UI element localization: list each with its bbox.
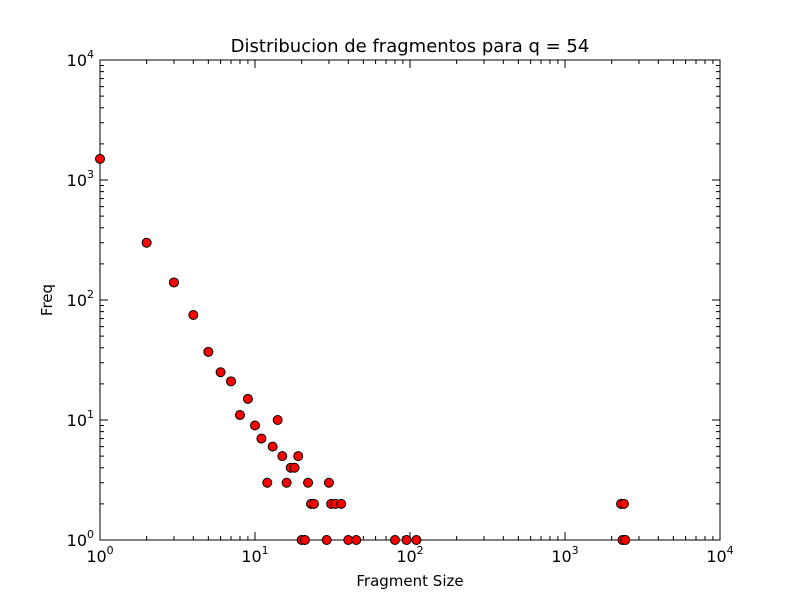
data-point bbox=[411, 535, 422, 545]
data-point bbox=[188, 309, 199, 320]
x-tick-label: 100 bbox=[86, 544, 113, 566]
data-point bbox=[168, 277, 179, 288]
x-tick-label: 102 bbox=[396, 544, 423, 566]
y-tick-label: 102 bbox=[67, 288, 94, 310]
plot-area bbox=[99, 59, 721, 541]
data-point bbox=[141, 237, 152, 248]
data-point bbox=[323, 477, 334, 488]
data-point bbox=[336, 498, 347, 509]
x-tick-label: 103 bbox=[551, 544, 578, 566]
x-tick-label: 104 bbox=[706, 544, 733, 566]
data-point bbox=[303, 477, 314, 488]
y-tick-label: 101 bbox=[67, 408, 94, 430]
data-point bbox=[293, 451, 304, 462]
data-point bbox=[225, 376, 236, 387]
data-point bbox=[620, 535, 631, 545]
y-axis-label: Freq bbox=[38, 284, 56, 316]
x-tick-label: 101 bbox=[241, 544, 268, 566]
data-point bbox=[250, 420, 260, 431]
y-tick-label: 103 bbox=[67, 168, 94, 190]
data-point bbox=[242, 393, 253, 404]
data-point bbox=[401, 535, 412, 545]
data-point bbox=[203, 346, 214, 357]
data-point bbox=[234, 410, 245, 421]
data-point bbox=[272, 415, 283, 425]
chart-title: Distribucion de fragmentos para q = 54 bbox=[231, 36, 590, 57]
data-point bbox=[308, 498, 319, 509]
data-point bbox=[267, 441, 278, 452]
y-tick-label: 100 bbox=[67, 528, 94, 550]
axis-ticks: 100 101 102 103 104 100 101 102 103 104 bbox=[67, 48, 734, 566]
data-point bbox=[262, 477, 273, 488]
y-tick-label: 104 bbox=[67, 48, 94, 70]
data-point bbox=[281, 477, 292, 488]
data-point bbox=[277, 451, 288, 462]
x-axis-label: Fragment Size bbox=[356, 572, 463, 590]
data-point bbox=[618, 498, 629, 509]
data-point bbox=[321, 535, 332, 545]
data-point bbox=[351, 535, 362, 545]
data-points bbox=[95, 153, 631, 545]
data-point bbox=[256, 433, 267, 444]
data-point bbox=[215, 367, 226, 378]
data-point bbox=[289, 462, 300, 473]
data-point bbox=[299, 535, 310, 545]
data-point bbox=[95, 153, 105, 164]
data-point bbox=[389, 535, 400, 545]
